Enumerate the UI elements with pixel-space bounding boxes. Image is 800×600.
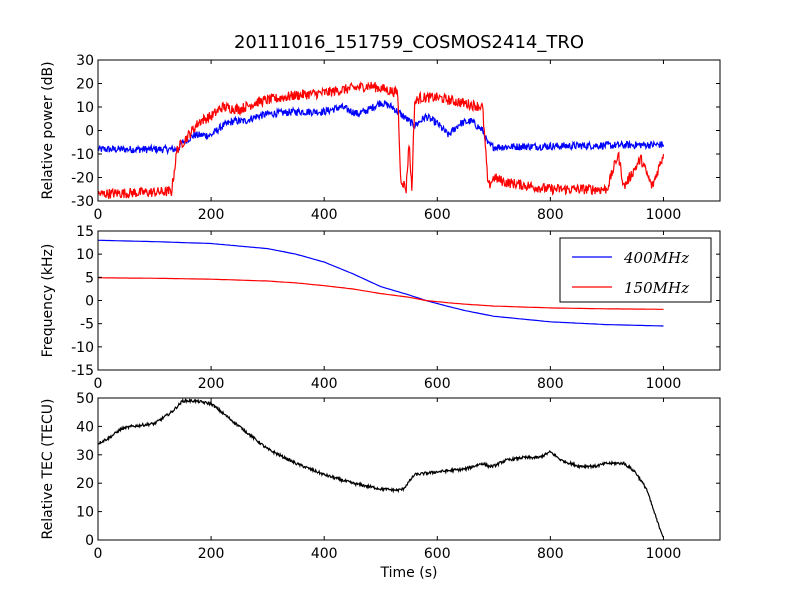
power-y-tick-label: 20 xyxy=(76,77,94,93)
tec-y-tick-label: 10 xyxy=(76,505,94,521)
power-series-line-2 xyxy=(98,81,665,199)
tec-x-tick-label: 600 xyxy=(424,546,451,562)
frequency-y-tick-label: 0 xyxy=(85,294,94,310)
power-x-tick-label: 800 xyxy=(537,207,564,223)
tec-series-line-1 xyxy=(98,398,664,538)
tec-x-tick-label: 400 xyxy=(311,546,338,562)
power-y-tick-label: 30 xyxy=(76,53,94,69)
tec-y-axis-label: Relative TEC (TECU) xyxy=(40,399,56,540)
tec-x-axis-label: Time (s) xyxy=(380,565,438,581)
frequency-panel: 0 200 400 600 800 1000 -15 -10 -5 0 5 10 15 Frequency… xyxy=(40,224,721,392)
power-y-axis-label: Relative power (dB) xyxy=(40,61,56,199)
tec-y-tick-label: 30 xyxy=(76,448,94,464)
tec-axes-frame xyxy=(97,397,721,541)
tec-x-tick-label: 200 xyxy=(198,546,225,562)
power-y-tick-label: 10 xyxy=(76,100,94,116)
tec-y-tick-label: 50 xyxy=(76,391,94,407)
chart-title: 20111016_151759_COSMOS2414_TRO xyxy=(234,32,584,53)
power-x-tick-label: 0 xyxy=(94,207,103,223)
tec-y-tick-label: 40 xyxy=(76,419,94,435)
power-x-tick-label: 400 xyxy=(311,207,338,223)
power-x-tick-label: 200 xyxy=(198,207,225,223)
frequency-y-tick-label: -10 xyxy=(71,340,94,356)
frequency-x-tick-label: 1000 xyxy=(646,376,682,392)
frequency-series-line-1 xyxy=(98,239,664,327)
frequency-series-line-2 xyxy=(98,277,664,310)
frequency-y-tick-label: -5 xyxy=(80,317,94,333)
tec-x-tick-label: 1000 xyxy=(646,546,682,562)
legend-label: 400MHz xyxy=(623,249,689,267)
tec-y-tick-label: 0 xyxy=(85,533,94,549)
frequency-y-tick-label: 5 xyxy=(85,270,94,286)
frequency-x-tick-label: 800 xyxy=(537,376,564,392)
frequency-x-tick-label: 0 xyxy=(94,376,103,392)
tec-x-tick-label: 800 xyxy=(537,546,564,562)
power-x-tick-label: 600 xyxy=(424,207,451,223)
legend: 400MHz 150MHz xyxy=(559,237,712,303)
tec-panel: 0 200 400 600 800 1000 0 10 20 30 40 50 Relative TEC… xyxy=(40,391,721,581)
frequency-y-tick-label: 10 xyxy=(76,247,94,263)
frequency-y-axis-label: Frequency (kHz) xyxy=(40,244,56,358)
power-series-line-1 xyxy=(98,100,665,156)
tec-x-tick-label: 0 xyxy=(94,546,103,562)
frequency-x-tick-label: 600 xyxy=(424,376,451,392)
power-panel: 0 200 400 600 800 1000 -30 -20 -10 0 10 20 30 Relativ… xyxy=(40,53,721,223)
power-y-tick-label: -20 xyxy=(71,171,94,187)
legend-label: 150MHz xyxy=(624,279,689,297)
frequency-x-tick-label: 400 xyxy=(311,376,338,392)
power-y-tick-label: 0 xyxy=(85,124,94,140)
frequency-x-tick-label: 200 xyxy=(198,376,225,392)
tec-y-tick-label: 20 xyxy=(76,476,94,492)
power-x-tick-label: 1000 xyxy=(646,207,682,223)
frequency-y-tick-label: 15 xyxy=(76,224,94,240)
power-y-tick-label: -30 xyxy=(71,194,94,210)
frequency-y-tick-label: -15 xyxy=(71,363,94,379)
power-y-tick-label: -10 xyxy=(71,147,94,163)
